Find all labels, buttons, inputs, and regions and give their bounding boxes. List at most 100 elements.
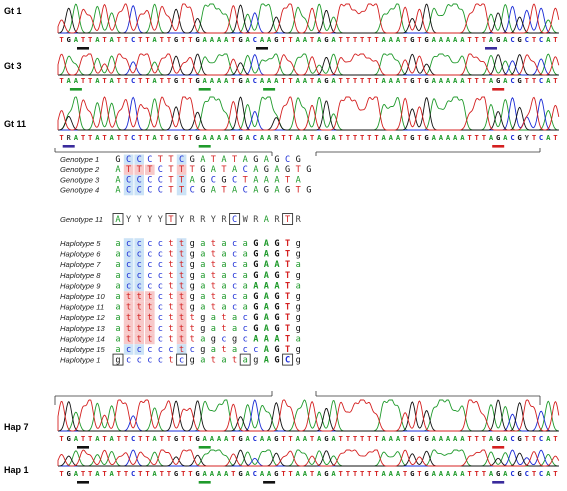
aligned-base: c — [232, 292, 237, 302]
base-call: T — [403, 76, 408, 85]
base-call: T — [160, 434, 165, 443]
column-highlight — [145, 312, 155, 323]
trace-T — [57, 96, 560, 131]
aligned-base: a — [200, 260, 205, 270]
column-highlight — [176, 333, 187, 345]
aligned-base: A — [264, 303, 270, 313]
base-call: T — [288, 35, 293, 44]
base-call: C — [525, 469, 529, 478]
aligned-base: c — [253, 345, 258, 355]
aligned-base: t — [179, 281, 184, 291]
column-highlight — [176, 270, 187, 281]
aligned-base: R — [190, 215, 196, 225]
base-call: G — [174, 434, 178, 443]
base-call: T — [353, 76, 358, 85]
base-call: T — [138, 76, 143, 85]
base-call: T — [145, 35, 150, 44]
base-call: T — [417, 133, 422, 142]
base-call: C — [510, 76, 514, 85]
base-call: A — [331, 76, 336, 85]
aligned-base: t — [126, 324, 131, 334]
aligned-base: a — [115, 334, 120, 344]
base-call: T — [124, 35, 129, 44]
base-call: T — [145, 469, 150, 478]
aligned-base: c — [147, 281, 152, 291]
column-highlight — [123, 323, 134, 334]
base-call: T — [281, 434, 286, 443]
aligned-base: C — [243, 186, 248, 196]
base-call: T — [102, 35, 107, 44]
aligned-base: c — [168, 345, 173, 355]
base-call: G — [410, 133, 414, 142]
aligned-base: c — [158, 303, 163, 313]
aligned-base: t — [179, 324, 184, 334]
base-call: T — [124, 434, 129, 443]
aligned-base: A — [221, 155, 227, 165]
base-call: A — [246, 434, 251, 443]
base-call: C — [510, 434, 514, 443]
trace-G — [57, 3, 559, 34]
base-call: A — [432, 35, 437, 44]
haplotype-label: Haplotype 1 — [60, 356, 101, 365]
column-highlight — [123, 248, 134, 260]
aligned-base: A — [274, 334, 280, 344]
aligned-base: T — [137, 165, 142, 175]
base-call: A — [396, 434, 401, 443]
aligned-base: Y — [137, 215, 143, 225]
base-call: T — [553, 35, 558, 44]
aligned-base: t — [168, 324, 173, 334]
base-call: A — [446, 35, 451, 44]
column-highlight — [176, 185, 187, 196]
base-call: C — [253, 76, 257, 85]
aligned-base: C — [243, 165, 248, 175]
base-call: T — [117, 469, 122, 478]
aligned-base: g — [190, 271, 195, 281]
column-highlight — [145, 291, 155, 302]
chromatogram-label: Gt 3 — [4, 61, 22, 71]
base-call: T — [346, 469, 351, 478]
aligned-base: t — [179, 250, 184, 260]
haplotype-label: Haplotype 6 — [60, 250, 101, 259]
aligned-base: A — [274, 260, 280, 270]
base-call: A — [317, 35, 322, 44]
genotype-row: Genotype 11 A Y Y Y Y T Y R R Y R C W R A R T R — [60, 213, 302, 225]
base-call: A — [303, 35, 308, 44]
column-highlight — [134, 312, 144, 323]
base-call: G — [517, 469, 521, 478]
aligned-base: c — [243, 324, 248, 334]
aligned-base: G — [264, 165, 269, 175]
base-call: A — [210, 469, 215, 478]
aligned-base: G — [264, 186, 269, 196]
base-call: T — [403, 35, 408, 44]
aligned-base: c — [126, 239, 131, 249]
base-call: T — [339, 76, 344, 85]
haplotype-label: Haplotype 15 — [60, 345, 106, 354]
base-call: G — [274, 469, 278, 478]
base-call: T — [181, 133, 186, 142]
aligned-base: a — [221, 260, 226, 270]
aligned-base: a — [200, 292, 205, 302]
aligned-base: t — [126, 313, 131, 323]
aligned-base: t — [147, 313, 152, 323]
aligned-base: A — [253, 175, 259, 185]
aligned-base: t — [179, 239, 184, 249]
aligned-base: T — [285, 324, 290, 334]
base-call: C — [539, 35, 543, 44]
base-call: A — [489, 35, 494, 44]
aligned-base: C — [211, 175, 216, 185]
column-highlight — [134, 174, 144, 186]
aligned-base: Y — [147, 215, 153, 225]
base-call: A — [95, 76, 100, 85]
base-call: A — [432, 434, 437, 443]
aligned-base: G — [115, 155, 120, 165]
base-call: A — [210, 76, 215, 85]
base-call: A — [267, 469, 272, 478]
aligned-base: t — [137, 313, 142, 323]
aligned-base: t — [168, 334, 173, 344]
aligned-base: C — [147, 175, 152, 185]
aligned-base: t — [211, 239, 216, 249]
aligned-base: g — [200, 324, 205, 334]
base-call: A — [546, 35, 551, 44]
base-call: G — [324, 76, 328, 85]
